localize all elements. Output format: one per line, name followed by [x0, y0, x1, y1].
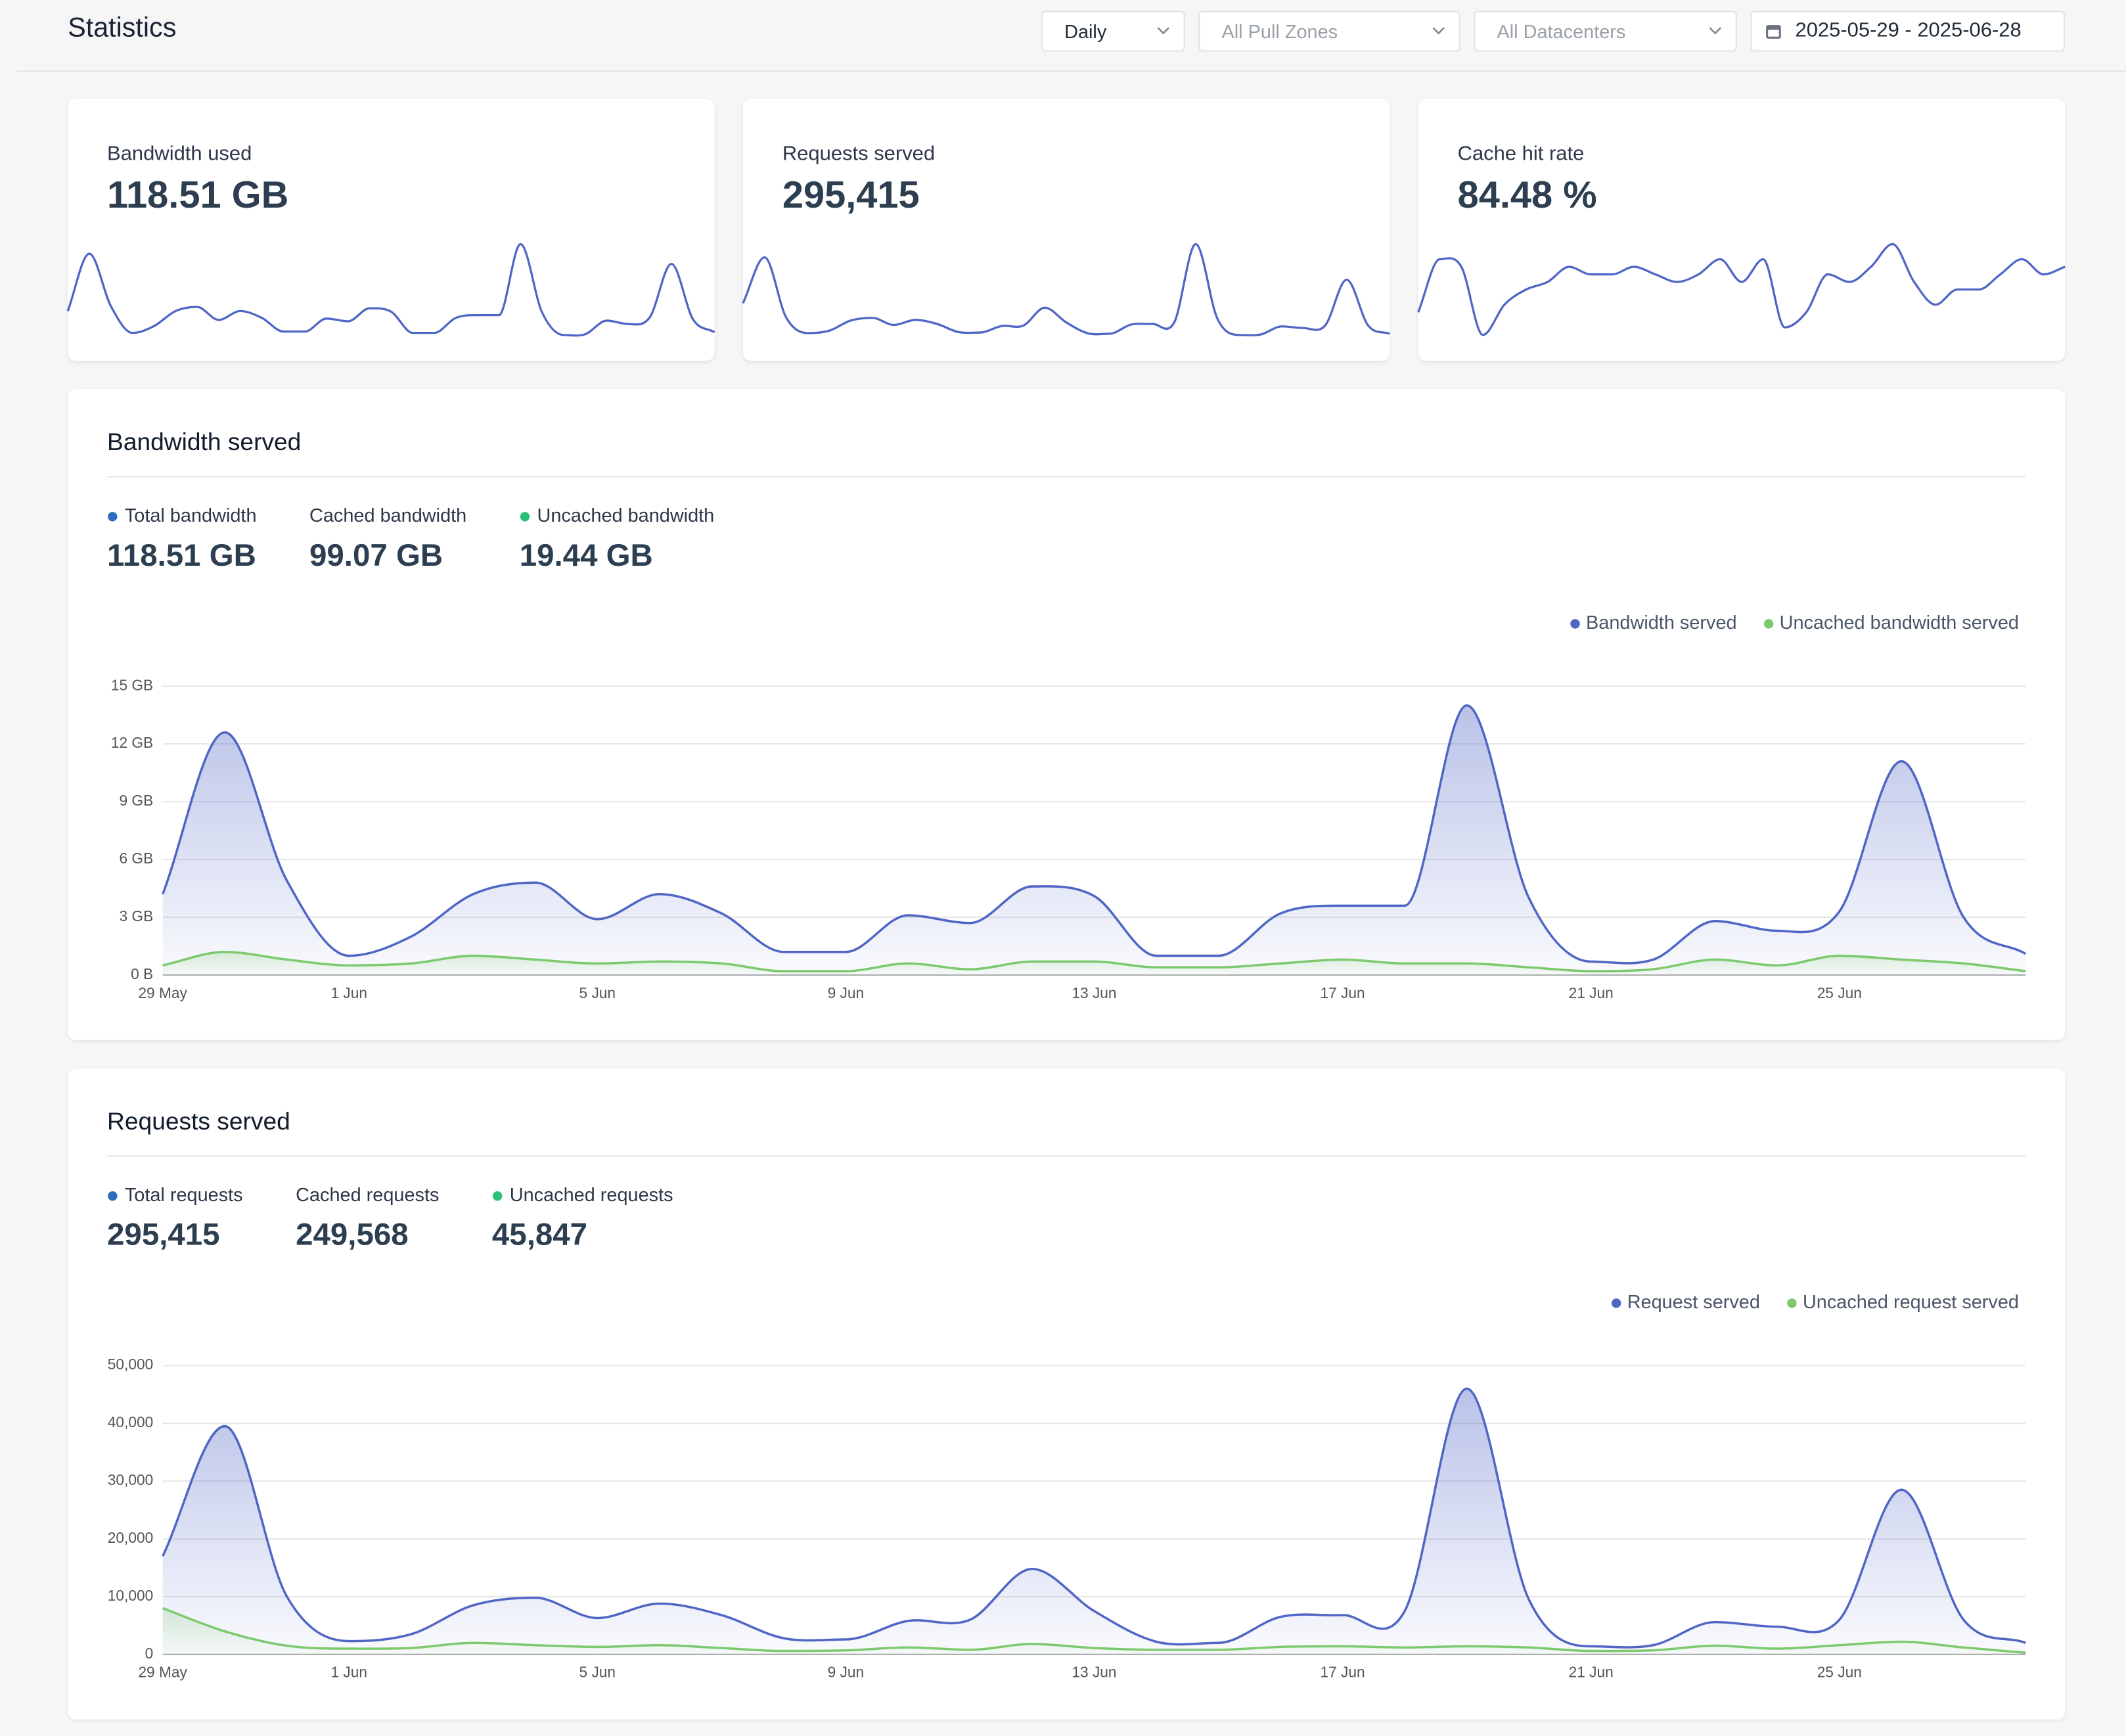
- area: [162, 951, 2026, 975]
- panel-divider: [107, 476, 2026, 478]
- x-tick-label: 29 May: [138, 1664, 187, 1681]
- panel-divider: [107, 1155, 2026, 1157]
- x-tick-label: 1 Jun: [330, 1664, 367, 1681]
- chevron: [1157, 27, 1169, 35]
- line: [162, 950, 2026, 972]
- stat-value: 19.44 GB: [520, 538, 653, 573]
- legend-dot: [1787, 1298, 1797, 1308]
- sparkline: [66, 242, 715, 337]
- y-tick-label: 9 GB: [120, 792, 154, 809]
- stat-value: 295,415: [107, 1218, 220, 1252]
- y-tick-label: 30,000: [108, 1471, 153, 1488]
- x-tick-label: 13 Jun: [1072, 1664, 1116, 1681]
- x-tick-label: 9 Jun: [828, 1664, 865, 1681]
- stat-label: Cached bandwidth: [309, 505, 466, 526]
- select-text: Daily: [1064, 20, 1107, 42]
- y-tick-label: 6 GB: [120, 850, 154, 867]
- legend-dot: [1570, 619, 1580, 629]
- y-tick-label: 0 B: [131, 965, 153, 982]
- stat-value: 99.07 GB: [309, 538, 443, 573]
- line: [162, 1607, 2026, 1654]
- x-tick-label: 17 Jun: [1321, 984, 1365, 1001]
- stat-dot: [108, 1191, 118, 1201]
- y-tick-label: 20,000: [108, 1529, 153, 1546]
- x-tick-label: 5 Jun: [579, 984, 616, 1001]
- x-tick-label: 21 Jun: [1569, 1664, 1614, 1681]
- panel-title: Bandwidth served: [107, 428, 302, 456]
- x-tick-label: 9 Jun: [828, 984, 865, 1001]
- stat-value: 45,847: [492, 1218, 587, 1252]
- y-tick-label: 3 GB: [120, 907, 154, 925]
- x-tick-label: 29 May: [138, 984, 187, 1001]
- header-divider: [16, 70, 2126, 72]
- y-tick-label: 15 GB: [111, 676, 153, 693]
- select-text: All Datacenters: [1497, 20, 1626, 42]
- x-tick-label: 5 Jun: [579, 1664, 616, 1681]
- card-value: 118.51 GB: [107, 173, 289, 216]
- area: [162, 1608, 2026, 1655]
- x-tick-label: 25 Jun: [1817, 984, 1862, 1001]
- legend-dot: [1763, 619, 1774, 629]
- legend-label: Bandwidth served: [1586, 612, 1737, 633]
- y-tick-label: 40,000: [108, 1413, 153, 1430]
- area: [162, 1388, 2026, 1655]
- x-tick-label: 17 Jun: [1321, 1664, 1365, 1681]
- legend-label: Uncached bandwidth served: [1780, 612, 2019, 633]
- x-tick-label: 21 Jun: [1569, 984, 1614, 1001]
- legend-dot: [1611, 1298, 1621, 1308]
- card-value: 295,415: [782, 173, 920, 216]
- stat-label: Uncached bandwidth: [537, 505, 715, 526]
- y-tick-label: 0: [145, 1645, 154, 1662]
- date-range-text: 2025-05-29 - 2025-06-28: [1795, 18, 2022, 42]
- stat-label: Total requests: [125, 1185, 243, 1206]
- card-label: Requests served: [782, 142, 936, 166]
- area: [162, 705, 2026, 975]
- stat-value: 118.51 GB: [107, 538, 256, 573]
- datacenter-select[interactable]: All Datacenters: [1474, 11, 1737, 52]
- card-label: Bandwidth used: [107, 142, 252, 166]
- page-title: Statistics: [68, 13, 177, 44]
- sparkline: [742, 242, 1390, 336]
- panel-title: Requests served: [107, 1108, 290, 1135]
- x-tick-label: 1 Jun: [330, 984, 367, 1001]
- line: [162, 704, 2027, 965]
- stat-label: Cached requests: [296, 1185, 439, 1206]
- select-text: All Pull Zones: [1221, 20, 1338, 42]
- calendar-icon: [1766, 25, 1781, 39]
- cache-card: Cache hit rate 84.48 %: [1418, 99, 2066, 361]
- date-range-picker[interactable]: 2025-05-29 - 2025-06-28: [1750, 11, 2066, 52]
- legend-label: Uncached request served: [1803, 1292, 2019, 1313]
- card-label: Cache hit rate: [1457, 142, 1585, 166]
- stat-label: Uncached requests: [510, 1185, 673, 1206]
- y-tick-label: 50,000: [108, 1356, 153, 1373]
- requests-card: Requests served 295,415: [742, 99, 1390, 361]
- y-tick-label: 10,000: [108, 1587, 153, 1604]
- line: [162, 1387, 2026, 1649]
- stat-dot: [492, 1191, 503, 1201]
- sparkline: [1417, 242, 2066, 336]
- pull-zone-select[interactable]: All Pull Zones: [1198, 11, 1460, 52]
- stat-dot: [108, 512, 118, 522]
- interval-select[interactable]: Daily: [1041, 11, 1185, 52]
- stat-dot: [520, 512, 530, 522]
- y-tick-label: 12 GB: [111, 734, 153, 751]
- bandwidth-card: Bandwidth used 118.51 GB: [68, 99, 715, 361]
- stat-value: 249,568: [296, 1218, 409, 1252]
- x-tick-label: 25 Jun: [1817, 1664, 1862, 1681]
- card-value: 84.48 %: [1457, 173, 1597, 216]
- stat-label: Total bandwidth: [125, 505, 257, 526]
- x-tick-label: 13 Jun: [1072, 984, 1116, 1001]
- legend-label: Request served: [1627, 1292, 1760, 1313]
- chevron: [1432, 27, 1445, 35]
- chevron: [1709, 27, 1721, 35]
